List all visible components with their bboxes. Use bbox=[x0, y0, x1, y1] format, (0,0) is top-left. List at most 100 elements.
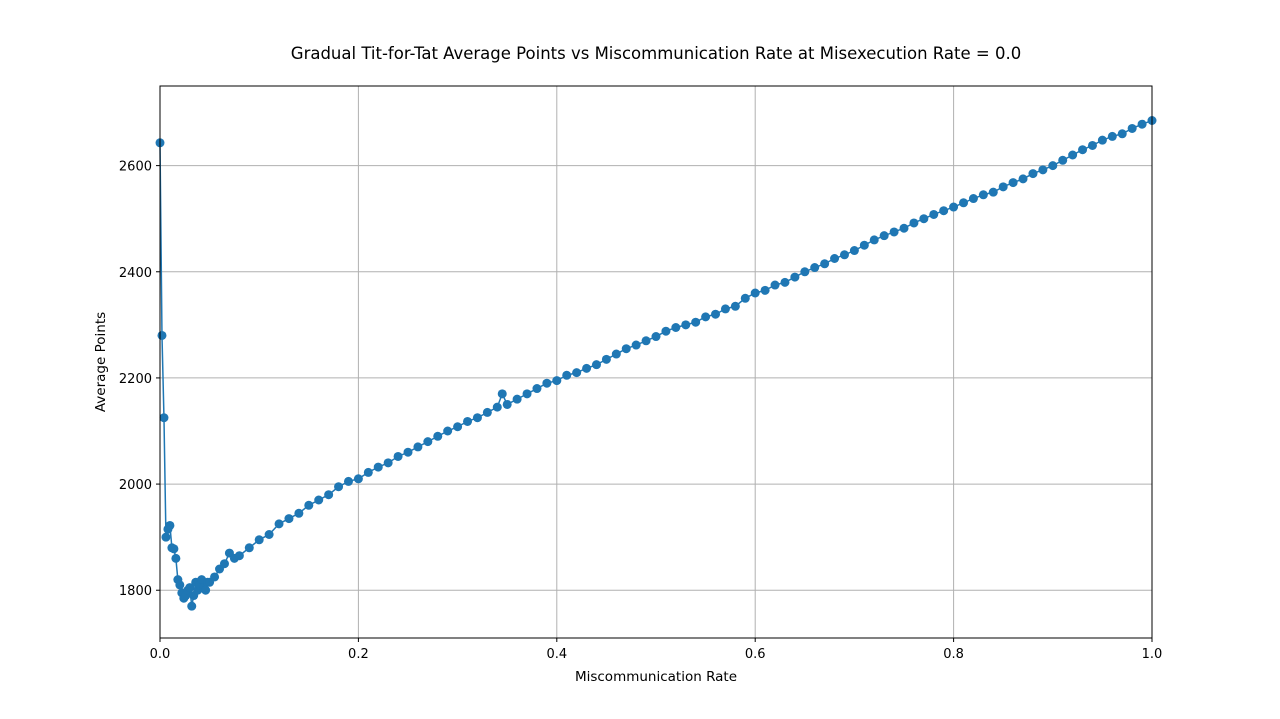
data-point bbox=[1097, 135, 1107, 145]
data-point bbox=[383, 458, 393, 468]
data-point bbox=[201, 585, 211, 595]
data-point bbox=[919, 214, 929, 224]
x-axis-label: Miscommunication Rate bbox=[575, 669, 737, 685]
data-point bbox=[1087, 140, 1097, 150]
data-point bbox=[591, 360, 601, 370]
data-point bbox=[959, 198, 969, 208]
data-point bbox=[1008, 178, 1018, 188]
data-point bbox=[869, 235, 879, 245]
data-point bbox=[274, 519, 284, 529]
data-point bbox=[502, 399, 512, 409]
data-point bbox=[720, 304, 730, 314]
data-point bbox=[157, 330, 167, 340]
data-point bbox=[334, 482, 344, 492]
data-point bbox=[879, 231, 889, 241]
y-tick-label: 2400 bbox=[119, 266, 152, 281]
data-point bbox=[810, 263, 820, 273]
data-point bbox=[949, 202, 959, 212]
data-point bbox=[1117, 129, 1127, 139]
data-point bbox=[859, 240, 869, 250]
data-point bbox=[532, 384, 542, 394]
data-point bbox=[978, 190, 988, 200]
data-point bbox=[562, 370, 572, 380]
data-point bbox=[651, 332, 661, 342]
data-point bbox=[621, 344, 631, 354]
data-point bbox=[939, 206, 949, 216]
data-point bbox=[423, 437, 433, 447]
data-point bbox=[264, 530, 274, 539]
x-tick-label: 0.2 bbox=[348, 647, 369, 662]
data-point bbox=[671, 323, 681, 332]
data-point bbox=[998, 182, 1008, 192]
y-tick-label: 2600 bbox=[119, 160, 152, 175]
data-point bbox=[1078, 145, 1088, 155]
data-point bbox=[187, 601, 197, 611]
y-tick-label: 2200 bbox=[119, 372, 152, 387]
data-point bbox=[730, 301, 740, 311]
data-point bbox=[790, 272, 800, 282]
data-point bbox=[572, 368, 582, 378]
data-point bbox=[433, 431, 443, 441]
data-point bbox=[353, 474, 363, 484]
data-point bbox=[169, 544, 179, 554]
data-point bbox=[681, 320, 691, 330]
data-point bbox=[463, 416, 473, 426]
data-point bbox=[512, 394, 522, 404]
data-point bbox=[760, 285, 770, 295]
data-point bbox=[542, 378, 552, 388]
data-point bbox=[839, 250, 849, 260]
data-point bbox=[601, 354, 611, 364]
data-point bbox=[661, 326, 671, 336]
x-tick-label: 0.6 bbox=[745, 647, 766, 662]
data-point bbox=[929, 209, 939, 219]
data-point bbox=[582, 363, 592, 373]
x-tick-label: 0.8 bbox=[943, 647, 964, 662]
data-point bbox=[244, 543, 254, 553]
data-point bbox=[711, 309, 721, 319]
data-point bbox=[830, 254, 840, 263]
data-point bbox=[631, 340, 641, 350]
plot-frame bbox=[159, 85, 1153, 639]
y-axis-label: Average Points bbox=[93, 312, 109, 412]
data-point bbox=[324, 490, 334, 500]
y-tick-label: 1800 bbox=[119, 584, 152, 599]
data-point bbox=[453, 422, 463, 432]
data-point bbox=[443, 426, 453, 436]
data-point bbox=[1038, 165, 1048, 175]
data-point bbox=[1058, 155, 1068, 165]
data-point bbox=[210, 572, 220, 582]
data-point bbox=[1048, 161, 1058, 171]
data-point bbox=[1107, 131, 1117, 141]
data-point bbox=[482, 407, 492, 417]
data-point bbox=[889, 227, 899, 237]
data-point bbox=[1068, 150, 1078, 160]
data-point bbox=[234, 551, 244, 561]
data-point bbox=[1127, 123, 1137, 133]
data-point bbox=[373, 462, 383, 472]
axis-ticks: 0.0 0.2 0.4 0.6 0.8 1.0 1800 2000 2200 2400 2600 bbox=[119, 160, 1162, 662]
data-point bbox=[1018, 174, 1028, 184]
data-point bbox=[304, 500, 314, 510]
data-point bbox=[393, 451, 403, 461]
data-point bbox=[492, 402, 502, 412]
data-point bbox=[988, 187, 998, 197]
data-point bbox=[175, 580, 185, 590]
data-point bbox=[691, 317, 701, 327]
x-tick-label: 0.0 bbox=[150, 647, 171, 662]
data-point bbox=[219, 559, 229, 569]
y-tick-label: 2000 bbox=[119, 478, 152, 493]
data-point bbox=[497, 389, 507, 399]
data-point bbox=[800, 267, 810, 277]
data-point bbox=[165, 520, 175, 530]
data-point bbox=[159, 413, 169, 423]
data-point bbox=[254, 535, 264, 545]
data-point bbox=[899, 223, 909, 233]
data-point bbox=[1137, 119, 1147, 129]
data-point bbox=[552, 376, 562, 386]
data-point bbox=[294, 508, 304, 518]
data-point bbox=[641, 336, 651, 346]
data-point bbox=[849, 246, 859, 256]
data-point bbox=[611, 349, 621, 359]
data-point bbox=[403, 447, 413, 457]
